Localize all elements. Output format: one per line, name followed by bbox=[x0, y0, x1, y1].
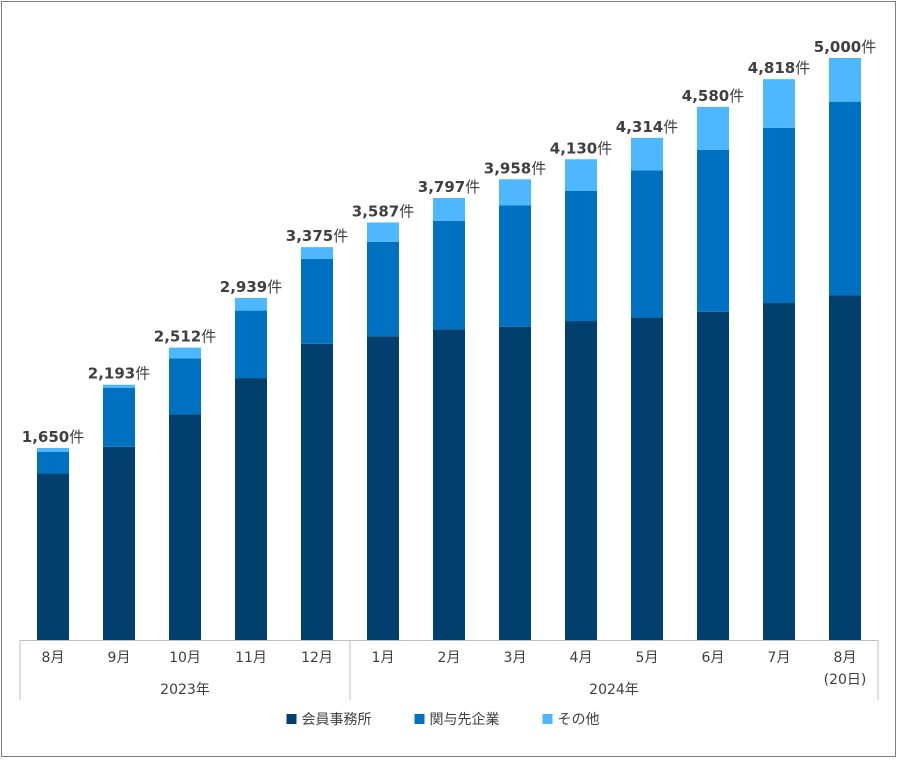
bar-segment-3-10 bbox=[631, 137, 663, 171]
total-label-11: 4,580件 bbox=[682, 87, 744, 105]
bar-segment-2-3 bbox=[169, 358, 201, 415]
x-tick-label-11: 6月 bbox=[702, 650, 725, 666]
bar-segment-3-1 bbox=[37, 447, 69, 453]
legend-swatch-2 bbox=[414, 714, 425, 724]
bar-segment-3-5 bbox=[301, 247, 333, 259]
total-label-8: 3,958件 bbox=[484, 159, 546, 177]
x-tick-label-4: 11月 bbox=[235, 650, 267, 666]
x-tick-label-1: 8月 bbox=[42, 650, 65, 666]
bar-segment-1-7 bbox=[433, 329, 465, 640]
x-tick-label-3: 10月 bbox=[169, 650, 201, 666]
bar-segment-1-1 bbox=[37, 473, 69, 640]
legend-swatch-1 bbox=[286, 714, 297, 724]
total-label-6: 3,587件 bbox=[352, 202, 414, 220]
x-tick-label-8: 3月 bbox=[504, 650, 527, 666]
bar-segment-3-6 bbox=[367, 222, 399, 242]
bar-segment-3-12 bbox=[763, 79, 795, 128]
total-label-13: 5,000件 bbox=[814, 38, 876, 56]
legend: 会員事務所 関与先企業 その他 bbox=[286, 711, 600, 728]
bar-segment-2-7 bbox=[433, 220, 465, 330]
bar-segment-3-13 bbox=[829, 58, 861, 102]
bar-segment-1-8 bbox=[499, 326, 531, 640]
total-label-3: 2,512件 bbox=[154, 328, 216, 346]
bar-segment-3-2 bbox=[103, 384, 135, 388]
total-label-1: 1,650件 bbox=[22, 428, 84, 446]
x-tick-label-6: 1月 bbox=[372, 650, 395, 666]
bar-segment-2-13 bbox=[829, 101, 861, 296]
legend-label-3: その他 bbox=[558, 712, 600, 728]
bar-segment-2-4 bbox=[235, 310, 267, 379]
bar-segment-1-9 bbox=[565, 321, 597, 640]
bar-segment-3-11 bbox=[697, 106, 729, 150]
bar-segment-3-8 bbox=[499, 179, 531, 206]
year-label-2: 2024年 bbox=[589, 682, 639, 698]
bar-segment-1-3 bbox=[169, 414, 201, 640]
bar-segment-1-5 bbox=[301, 343, 333, 640]
total-label-4: 2,939件 bbox=[220, 278, 282, 296]
bar-segment-2-2 bbox=[103, 387, 135, 447]
total-labels-layer: 1,650件 2,193件 2,512件 2,939件 3,375件3,587件3,79… bbox=[22, 38, 876, 446]
year-label-1: 2023年 bbox=[160, 682, 210, 698]
bar-segment-1-2 bbox=[103, 446, 135, 640]
x-tick-label-9: 4月 bbox=[570, 650, 593, 666]
bar-segment-3-4 bbox=[235, 297, 267, 311]
total-label-9: 4,130件 bbox=[550, 139, 612, 157]
total-label-12: 4,818件 bbox=[748, 59, 810, 77]
total-label-5: 3,375件 bbox=[286, 227, 348, 245]
x-tick-label-12: 7月 bbox=[768, 650, 791, 666]
bar-segment-1-12 bbox=[763, 303, 795, 640]
legend-swatch-3 bbox=[542, 714, 553, 724]
bar-segment-2-10 bbox=[631, 170, 663, 318]
total-label-10: 4,314件 bbox=[616, 118, 678, 136]
bar-segment-1-4 bbox=[235, 378, 267, 640]
bar-segment-1-6 bbox=[367, 336, 399, 640]
bar-segment-1-13 bbox=[829, 295, 861, 640]
bar-segment-1-11 bbox=[697, 311, 729, 640]
bar-segment-3-7 bbox=[433, 198, 465, 221]
bar-segment-1-10 bbox=[631, 317, 663, 640]
x-tick-label-7: 2月 bbox=[438, 650, 461, 666]
legend-label-1: 会員事務所 bbox=[302, 712, 372, 728]
bar-segment-2-6 bbox=[367, 241, 399, 337]
x-tick-label-10: 5月 bbox=[636, 650, 659, 666]
bar-segment-2-5 bbox=[301, 258, 333, 344]
bar-segment-2-11 bbox=[697, 149, 729, 312]
bar-segment-3-3 bbox=[169, 347, 201, 359]
bar-segment-2-12 bbox=[763, 127, 795, 304]
total-label-2: 2,193件 bbox=[88, 365, 150, 383]
legend-label-2: 関与先企業 bbox=[430, 711, 500, 728]
x-tick-label-2: 9月 bbox=[108, 650, 131, 666]
bar-segment-2-9 bbox=[565, 190, 597, 322]
total-label-7: 3,797件 bbox=[418, 178, 480, 196]
x-tick-label-13: 8月(20日) bbox=[824, 650, 867, 688]
bar-segment-2-1 bbox=[37, 452, 69, 474]
bar-segment-2-8 bbox=[499, 205, 531, 327]
x-axis: 8月 9月 10月 11月 12月 1月 2月 3月 4月 5月 6月 7月 8月(20日) 2023年 2… bbox=[19, 640, 879, 700]
bar-segment-3-9 bbox=[565, 159, 597, 191]
x-tick-label-5: 12月 bbox=[301, 650, 333, 666]
bars-layer bbox=[37, 58, 861, 640]
